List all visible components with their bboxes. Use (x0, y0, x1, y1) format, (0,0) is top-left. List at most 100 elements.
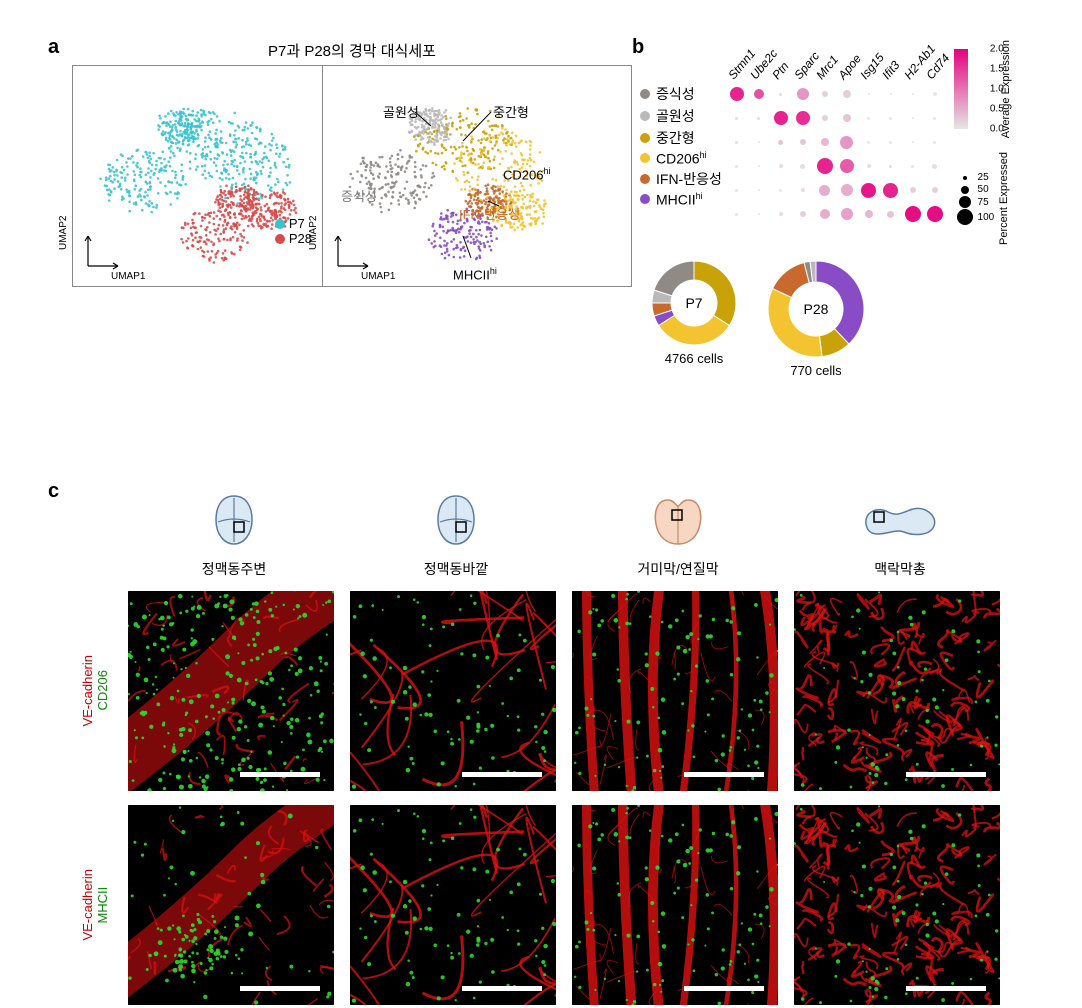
gene-label: Ube2c (747, 73, 758, 82)
gene-label: Isg15 (857, 73, 868, 82)
region-icon (128, 492, 340, 548)
dotplot-dot (861, 183, 876, 198)
dotplot-dot (800, 211, 806, 217)
cluster-annotation: 중간형 (493, 102, 529, 121)
umap-timepoint: UMAP1 UMAP2 P7P28 (73, 66, 323, 286)
dotplot-dot (933, 92, 937, 96)
cluster-annotation: MHCIIhi (453, 266, 497, 282)
region-icon (350, 492, 562, 548)
dotplot-dot (796, 111, 810, 125)
gene-label: Apoe (835, 73, 846, 82)
dotplot-dot (822, 115, 828, 121)
dotplot-dot (865, 210, 873, 218)
legend-row: MHCIIhi (640, 191, 722, 208)
panel-a: P7과 P28의 경막 대식세포 UMAP1 UMAP2 P7P28 UMAP1… (72, 40, 632, 287)
dotplot-dot (883, 183, 898, 198)
dotplot-dot (912, 93, 914, 95)
gene-label: Ptn (769, 73, 780, 82)
micrograph (794, 805, 1000, 1005)
dotplot-dot (843, 114, 851, 122)
dotplot-dot (822, 91, 828, 97)
gene-label: Mrc1 (813, 73, 824, 82)
dotplot-dot (868, 93, 870, 95)
dotplot-dot (758, 213, 760, 215)
scalebar (684, 772, 764, 777)
dotplot-dot (819, 185, 830, 196)
svg-text:P7: P7 (685, 295, 702, 311)
legend-label: 중간형 (656, 128, 695, 148)
donut-chart: P28770 cells (766, 259, 866, 378)
legend-row: 골원성 (640, 106, 722, 126)
scalebar (240, 986, 320, 991)
region-label: 정맥동주변 (128, 559, 340, 579)
dotplot-dot (841, 208, 853, 220)
dotplot-dot (820, 209, 830, 219)
dotplot-dot (735, 141, 738, 144)
legend-row: 중간형 (640, 128, 722, 148)
dotplot-dot (817, 158, 833, 174)
micrograph (350, 805, 556, 1005)
dotplot-dot (801, 188, 805, 192)
micrograph (572, 805, 778, 1005)
dotplot-dot (758, 141, 760, 143)
dotplot-dot (933, 117, 936, 120)
axis-y-label: UMAP2 (58, 216, 69, 250)
legend-row: 증식성 (640, 84, 722, 104)
size-legend: 255075100 (956, 171, 995, 226)
dotplot-dot (779, 164, 783, 168)
axis-x-label: UMAP1 (111, 271, 145, 282)
timepoint-legend: P7P28 (275, 216, 312, 246)
dotplot-dot (867, 141, 870, 144)
dotplot-dot (867, 164, 871, 168)
dotplot-row (726, 154, 946, 178)
dotplot-dot (735, 117, 738, 120)
cluster-annotation: 골원성 (383, 102, 419, 121)
dotplot-dot (889, 165, 892, 168)
cluster-legend: 증식성골원성중간형CD206hiIFN-반응성MHCIIhi (640, 82, 722, 245)
legend-row: P28 (275, 231, 312, 246)
dotplot-dot (779, 212, 783, 216)
axis-arrows (83, 231, 123, 276)
panel-b: 증식성골원성중간형CD206hiIFN-반응성MHCIIhi Stmn1Ube2… (640, 40, 1070, 378)
dotplot-dot (730, 87, 744, 101)
row-label: VE-cadherinCD206 (72, 655, 118, 727)
region-icon (572, 492, 784, 548)
scalebar (906, 986, 986, 991)
legend-label: CD206hi (656, 150, 707, 167)
dotplot-dot (912, 141, 914, 143)
size-legend-label: 100 (978, 212, 995, 223)
micrograph (350, 591, 556, 791)
dotplot: Stmn1Ube2cPtnSparcMrc1ApoeIsg15Ifit3H2-A… (726, 40, 946, 245)
expression-legend (954, 49, 968, 129)
legend-label: 증식성 (656, 84, 695, 104)
dotplot-dot (905, 206, 921, 222)
scalebar (462, 986, 542, 991)
cluster-annotation: 증식성 (341, 186, 377, 205)
dotplot-dot (887, 211, 894, 218)
expression-legend-title: Average Expression (1000, 40, 1012, 138)
dotplot-dot (910, 187, 916, 193)
dotplot-dot (800, 139, 806, 145)
dotplot-dot (932, 164, 937, 169)
dotplot-row (726, 178, 946, 202)
dotplot-row (726, 106, 946, 130)
dotplot-row (726, 82, 946, 106)
legend-row: CD206hi (640, 150, 722, 167)
dotplot-dot (757, 117, 760, 120)
dotplot-dot (735, 213, 738, 216)
scalebar (906, 772, 986, 777)
region-label: 정맥동바깥 (350, 559, 562, 579)
gene-label: H2-Ab1 (901, 73, 912, 82)
gene-label: Cd74 (923, 73, 934, 82)
dotplot-dot (758, 189, 760, 191)
dotplot-dot (932, 187, 938, 193)
scalebar (462, 772, 542, 777)
legend-label: P7 (289, 216, 305, 231)
scalebar (684, 986, 764, 991)
size-legend-row: 75 (956, 196, 995, 208)
dotplot-dot (735, 165, 738, 168)
panel-c-label: c (48, 480, 59, 503)
dotplot-dot (797, 88, 809, 100)
size-legend-row: 25 (956, 172, 995, 183)
size-legend-row: 100 (956, 209, 995, 225)
